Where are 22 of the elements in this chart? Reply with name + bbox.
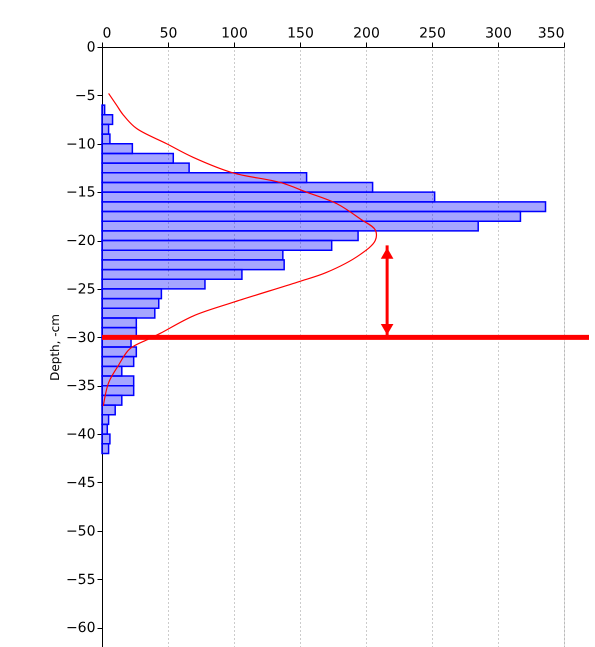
x-tick-label: 300 xyxy=(485,26,512,42)
y-tick-label: −20 xyxy=(66,233,96,250)
y-tick-label: −5 xyxy=(74,88,96,104)
y-tick-label: −40 xyxy=(66,426,96,443)
y-tick-label: −15 xyxy=(66,184,96,201)
y-tick-label: −25 xyxy=(66,281,96,298)
y-tick-label: −55 xyxy=(66,572,96,588)
y-tick-label: −35 xyxy=(66,378,96,394)
x-tick-label: 350 xyxy=(538,26,564,42)
y-tick-label: −60 xyxy=(66,620,96,636)
y-tick-label: −10 xyxy=(66,136,96,152)
x-tick-label: 50 xyxy=(160,26,178,42)
x-tick-label: 150 xyxy=(287,26,314,42)
x-tick-label: 250 xyxy=(419,26,446,42)
y-tick-label: 0 xyxy=(86,40,96,56)
y-tick-label: −50 xyxy=(66,523,96,540)
y-tick-label: −30 xyxy=(66,330,96,346)
y-tick-label: −45 xyxy=(66,474,96,491)
x-tick-label: 100 xyxy=(221,26,248,42)
x-tick-label: 0 xyxy=(102,26,112,42)
x-tick-label: 200 xyxy=(353,26,380,42)
y-axis-title: Depth, -cm xyxy=(48,314,62,381)
